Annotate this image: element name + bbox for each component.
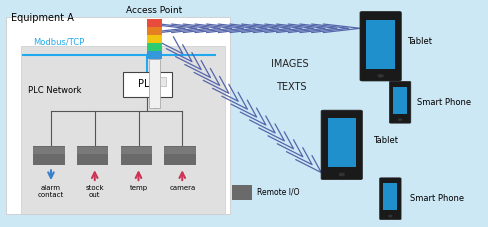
Text: Tablet: Tablet [407, 37, 431, 46]
FancyBboxPatch shape [33, 146, 64, 165]
Text: temp: temp [129, 185, 147, 191]
FancyBboxPatch shape [122, 72, 171, 97]
Text: Smart Phone: Smart Phone [409, 194, 463, 203]
Text: alarm
contact: alarm contact [38, 185, 64, 198]
FancyBboxPatch shape [120, 146, 152, 165]
Text: stock
out: stock out [85, 185, 104, 198]
FancyBboxPatch shape [146, 27, 162, 35]
FancyBboxPatch shape [6, 17, 229, 214]
FancyBboxPatch shape [146, 51, 162, 59]
Circle shape [377, 75, 382, 77]
FancyBboxPatch shape [359, 12, 401, 81]
Text: PLC Network: PLC Network [28, 86, 81, 95]
FancyBboxPatch shape [388, 81, 410, 123]
FancyBboxPatch shape [327, 118, 355, 168]
FancyBboxPatch shape [164, 147, 196, 154]
FancyBboxPatch shape [146, 43, 162, 51]
FancyBboxPatch shape [366, 20, 394, 69]
FancyBboxPatch shape [77, 147, 108, 154]
Text: camera: camera [169, 185, 195, 191]
Text: Remote I/O: Remote I/O [256, 188, 299, 197]
Text: TEXTS: TEXTS [276, 81, 306, 91]
Text: Access Point: Access Point [126, 6, 183, 15]
FancyBboxPatch shape [321, 110, 362, 180]
Text: PLC: PLC [138, 79, 156, 89]
FancyBboxPatch shape [379, 178, 400, 220]
Text: Tablet: Tablet [372, 136, 398, 145]
Text: IMAGES: IMAGES [271, 59, 308, 69]
FancyBboxPatch shape [120, 147, 152, 154]
FancyBboxPatch shape [146, 35, 162, 43]
FancyBboxPatch shape [33, 147, 64, 154]
Circle shape [398, 119, 401, 120]
FancyBboxPatch shape [232, 185, 251, 200]
Circle shape [339, 173, 344, 176]
Text: Modbus/TCP: Modbus/TCP [33, 37, 84, 46]
FancyBboxPatch shape [146, 19, 162, 27]
FancyBboxPatch shape [160, 77, 165, 86]
FancyBboxPatch shape [164, 146, 196, 165]
FancyBboxPatch shape [77, 146, 108, 165]
FancyBboxPatch shape [21, 46, 224, 214]
FancyBboxPatch shape [383, 183, 396, 210]
FancyBboxPatch shape [149, 59, 160, 108]
Text: Smart Phone: Smart Phone [416, 98, 470, 107]
Circle shape [388, 215, 391, 217]
FancyBboxPatch shape [392, 86, 406, 114]
Text: Equipment A: Equipment A [11, 13, 74, 23]
